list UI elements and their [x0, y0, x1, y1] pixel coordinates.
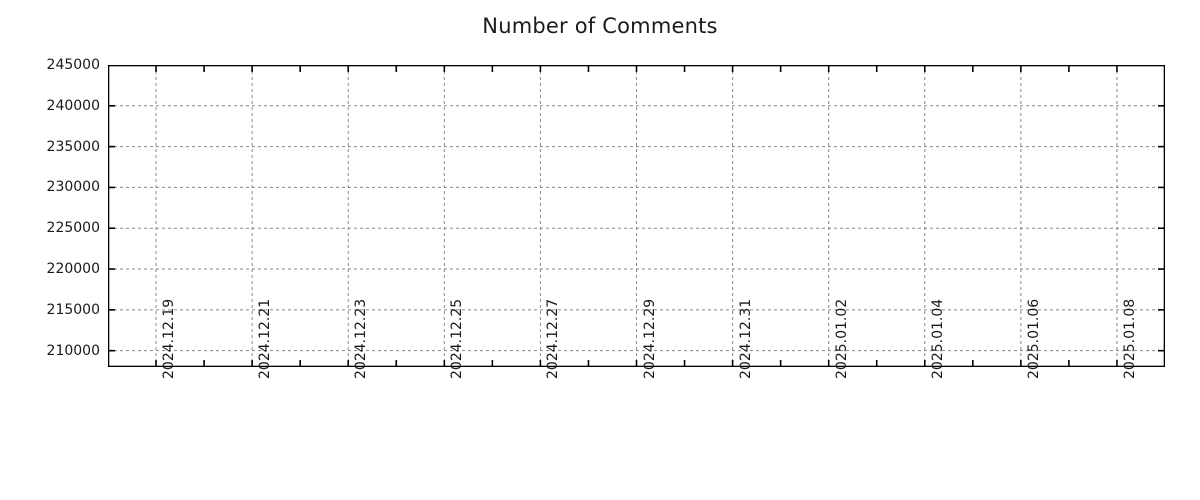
x-axis-tick-label: 2024.12.21 — [257, 298, 274, 379]
x-axis-tick-label: 2024.12.31 — [737, 298, 754, 379]
x-axis-tick-label: 2024.12.27 — [545, 298, 562, 379]
y-axis-tick-label: 210000 — [46, 342, 100, 359]
plot-frame — [108, 65, 1165, 367]
y-axis-tick-label: 220000 — [46, 261, 100, 278]
plot-area — [108, 65, 1165, 367]
chart-title: Number of Comments — [482, 14, 718, 38]
y-axis-tick-label: 240000 — [46, 97, 100, 114]
x-axis-tick-label: 2024.12.23 — [353, 298, 370, 379]
x-axis-tick-label: 2025.01.04 — [929, 298, 946, 379]
x-axis-tick-label: 2024.12.25 — [449, 298, 466, 379]
x-axis-tick-label: 2025.01.02 — [833, 298, 850, 379]
y-axis-tick-label: 230000 — [46, 179, 100, 196]
y-axis-tick-label: 225000 — [46, 220, 100, 237]
y-axis-tick-label: 215000 — [46, 301, 100, 318]
x-axis-tick-label: 2024.12.29 — [641, 298, 658, 379]
y-axis-tick-labels: 210000 215000 220000 225000 230000 235000 2400… — [0, 0, 100, 500]
x-axis-tick-label: 2025.01.06 — [1025, 298, 1042, 379]
x-axis-tick-label: 2024.12.19 — [161, 298, 178, 379]
y-axis-tick-label: 235000 — [46, 138, 100, 155]
grid-lines — [108, 65, 1165, 367]
line-chart-svg — [108, 65, 1165, 367]
x-axis-tick-label: 2025.01.08 — [1121, 298, 1138, 379]
y-axis-tick-label: 245000 — [46, 57, 100, 73]
